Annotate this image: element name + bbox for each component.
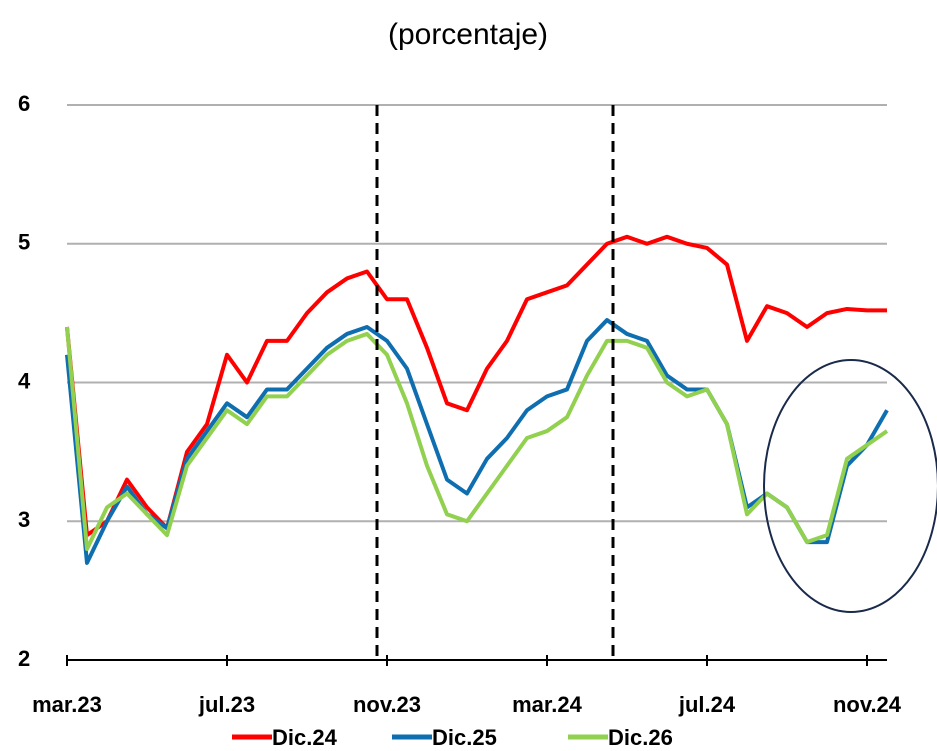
x-tick-label: mar.24 (512, 692, 582, 717)
chart-title: (porcentaje) (388, 18, 548, 51)
x-tick-label: nov.24 (833, 692, 902, 717)
legend-label: Dic.25 (432, 725, 497, 750)
y-tick-label: 3 (18, 507, 30, 532)
x-tick-label: jul.23 (198, 692, 255, 717)
y-tick-label: 2 (18, 646, 30, 671)
y-tick-label: 5 (18, 230, 30, 255)
legend-label: Dic.24 (272, 725, 338, 750)
x-tick-label: jul.24 (678, 692, 736, 717)
x-tick-label: nov.23 (353, 692, 421, 717)
series-line (65, 318, 889, 565)
plot: 2 3 4 5 6 mar.23 jul.23 nov.23 mar.24 jul.24 nov.2… (18, 91, 902, 717)
legend-label: Dic.26 (608, 725, 673, 750)
x-tick-label: mar.23 (32, 692, 102, 717)
series-line (65, 234, 887, 538)
y-tick-label: 6 (18, 91, 30, 116)
series-line (65, 326, 889, 551)
highlight-ellipse (763, 359, 937, 613)
y-tick-label: 4 (18, 368, 31, 393)
